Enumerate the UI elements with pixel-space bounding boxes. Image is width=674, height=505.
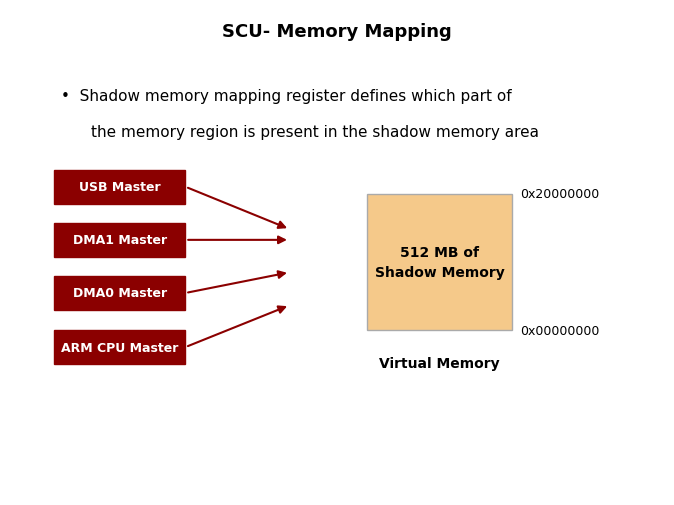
Text: SCU- Memory Mapping: SCU- Memory Mapping xyxy=(222,23,452,41)
Text: 0x20000000: 0x20000000 xyxy=(520,188,600,201)
Bar xyxy=(54,223,185,258)
Text: USB Master: USB Master xyxy=(79,181,160,194)
Text: ARM CPU Master: ARM CPU Master xyxy=(61,341,179,354)
Bar xyxy=(54,330,185,365)
Text: 0x00000000: 0x00000000 xyxy=(520,324,600,337)
Bar xyxy=(54,276,185,311)
Text: DMA0 Master: DMA0 Master xyxy=(73,287,166,300)
Text: the memory region is present in the shadow memory area: the memory region is present in the shad… xyxy=(91,125,539,140)
Text: DMA1 Master: DMA1 Master xyxy=(73,234,166,247)
Bar xyxy=(54,170,185,205)
Text: 512 MB of
Shadow Memory: 512 MB of Shadow Memory xyxy=(375,245,505,280)
Text: •  Shadow memory mapping register defines which part of: • Shadow memory mapping register defines… xyxy=(61,88,512,104)
Text: Virtual Memory: Virtual Memory xyxy=(379,356,500,370)
Bar xyxy=(367,194,512,331)
